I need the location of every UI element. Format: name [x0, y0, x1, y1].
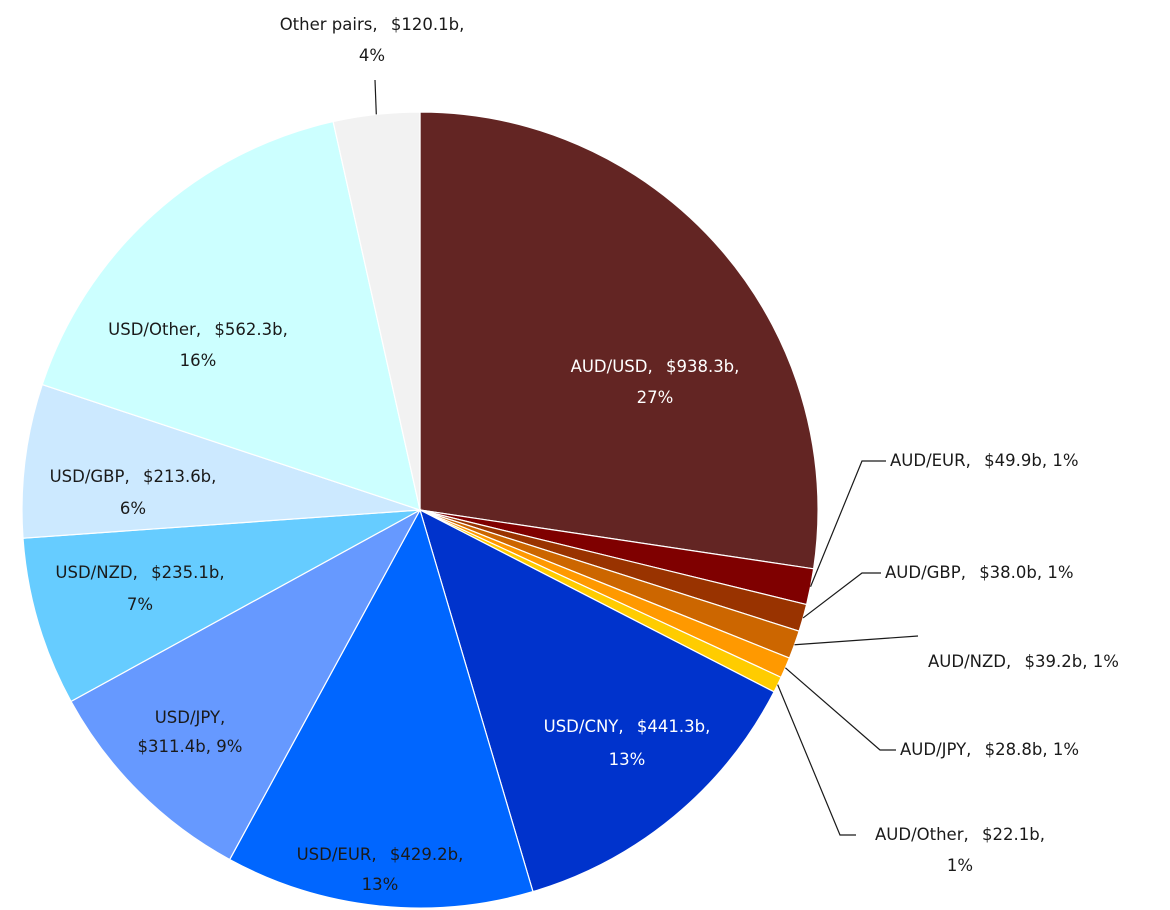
- label-part: AUD/Other: [875, 825, 964, 844]
- slice-label: USD/JPY, $311.4b, 9%: [138, 708, 243, 756]
- pie-slice: [419, 508, 775, 893]
- separator: ,: [1006, 652, 1017, 671]
- label-part: $441.3b: [637, 717, 705, 736]
- label-part: USD/NZD: [55, 563, 132, 582]
- label-part: USD/GBP: [50, 467, 125, 486]
- label-part: $120.1b: [391, 15, 459, 34]
- pie-slice: [22, 509, 421, 703]
- separator: ,: [124, 467, 135, 486]
- label-part: $235.1b: [151, 563, 219, 582]
- separator: ,: [458, 845, 463, 864]
- label-part: $938.3b: [666, 357, 734, 376]
- label-part: 27%: [637, 388, 674, 407]
- separator: ,: [647, 357, 658, 376]
- label-part: 1%: [1053, 740, 1079, 759]
- leader-line: [777, 684, 856, 836]
- separator: ,: [133, 563, 144, 582]
- label-part: 1%: [947, 856, 973, 875]
- slice-label: AUD/USD, $938.3b, 27%: [571, 357, 740, 407]
- label-part: 7%: [127, 595, 153, 614]
- separator: ,: [1082, 652, 1093, 671]
- separator: ,: [1042, 740, 1053, 759]
- separator: ,: [966, 451, 977, 470]
- separator: ,: [618, 717, 629, 736]
- pie-slice: [70, 508, 422, 861]
- separator: ,: [220, 708, 225, 727]
- separator: ,: [1042, 451, 1053, 470]
- label-part: $429.2b: [390, 845, 458, 864]
- leader-line: [794, 635, 919, 646]
- slice-label: Other pairs, $120.1b, 4%: [280, 15, 465, 65]
- separator: ,: [196, 320, 207, 339]
- slice-label: USD/GBP, $213.6b, 6%: [50, 467, 217, 518]
- label-part: AUD/USD: [571, 357, 648, 376]
- pie-slice: [332, 111, 421, 511]
- slice-label: USD/EUR, $429.2b, 13%: [297, 845, 464, 894]
- leader-line: [374, 79, 377, 115]
- label-part: AUD/EUR: [890, 451, 966, 470]
- separator: ,: [1040, 825, 1045, 844]
- slice-label: USD/CNY, $441.3b, 13%: [544, 717, 711, 769]
- label-part: $39.2b: [1024, 652, 1082, 671]
- label-part: $311.4b: [138, 737, 206, 756]
- label-part: 16%: [180, 351, 217, 370]
- label-part: 13%: [609, 750, 646, 769]
- pie-slice: [21, 383, 421, 539]
- leader-line: [809, 460, 886, 587]
- separator: ,: [219, 563, 224, 582]
- separator: ,: [1037, 563, 1048, 582]
- separator: ,: [459, 15, 464, 34]
- separator: ,: [206, 737, 217, 756]
- pie-slice: [419, 111, 819, 570]
- label-part: $49.9b: [984, 451, 1042, 470]
- separator: ,: [705, 717, 710, 736]
- label-part: USD/EUR: [297, 845, 372, 864]
- slice-label: AUD/GBP, $38.0b, 1%: [885, 563, 1074, 582]
- slice-label: USD/Other, $562.3b, 16%: [108, 320, 288, 370]
- leader-line: [802, 572, 881, 619]
- separator: ,: [372, 15, 383, 34]
- separator: ,: [211, 467, 216, 486]
- label-part: 9%: [216, 737, 242, 756]
- label-part: 1%: [1047, 563, 1073, 582]
- label-part: Other pairs: [280, 15, 373, 34]
- label-part: AUD/GBP: [885, 563, 961, 582]
- slice-label: AUD/Other, $22.1b, 1%: [875, 825, 1045, 875]
- leader-line: [784, 667, 896, 751]
- label-part: $22.1b: [982, 825, 1040, 844]
- label-part: USD/JPY: [155, 708, 221, 727]
- slice-label: AUD/JPY, $28.8b, 1%: [900, 740, 1079, 759]
- label-part: 4%: [359, 46, 385, 65]
- separator: ,: [964, 825, 975, 844]
- labels: AUD/USD, $938.3b, 27%AUD/EUR, $49.9b, 1%A…: [50, 15, 1119, 894]
- slice-label: AUD/EUR, $49.9b, 1%: [890, 451, 1079, 470]
- pie-slice: [41, 120, 421, 511]
- separator: ,: [283, 320, 288, 339]
- label-part: AUD/JPY: [900, 740, 967, 759]
- slice-label: USD/NZD, $235.1b, 7%: [55, 563, 224, 614]
- separator: ,: [734, 357, 739, 376]
- label-part: 1%: [1052, 451, 1078, 470]
- slice-label: AUD/NZD, $39.2b, 1%: [928, 652, 1119, 671]
- separator: ,: [371, 845, 382, 864]
- label-part: 1%: [1093, 652, 1119, 671]
- label-part: USD/CNY: [544, 717, 620, 736]
- label-part: AUD/NZD: [928, 652, 1006, 671]
- pie-slice: [228, 508, 534, 909]
- label-part: $562.3b: [214, 320, 282, 339]
- label-part: $213.6b: [143, 467, 211, 486]
- label-part: USD/Other: [108, 320, 196, 339]
- label-part: $28.8b: [985, 740, 1043, 759]
- separator: ,: [966, 740, 977, 759]
- label-part: 13%: [362, 875, 399, 894]
- separator: ,: [961, 563, 972, 582]
- label-part: $38.0b: [979, 563, 1037, 582]
- slices: [21, 111, 819, 909]
- label-part: 6%: [120, 499, 146, 518]
